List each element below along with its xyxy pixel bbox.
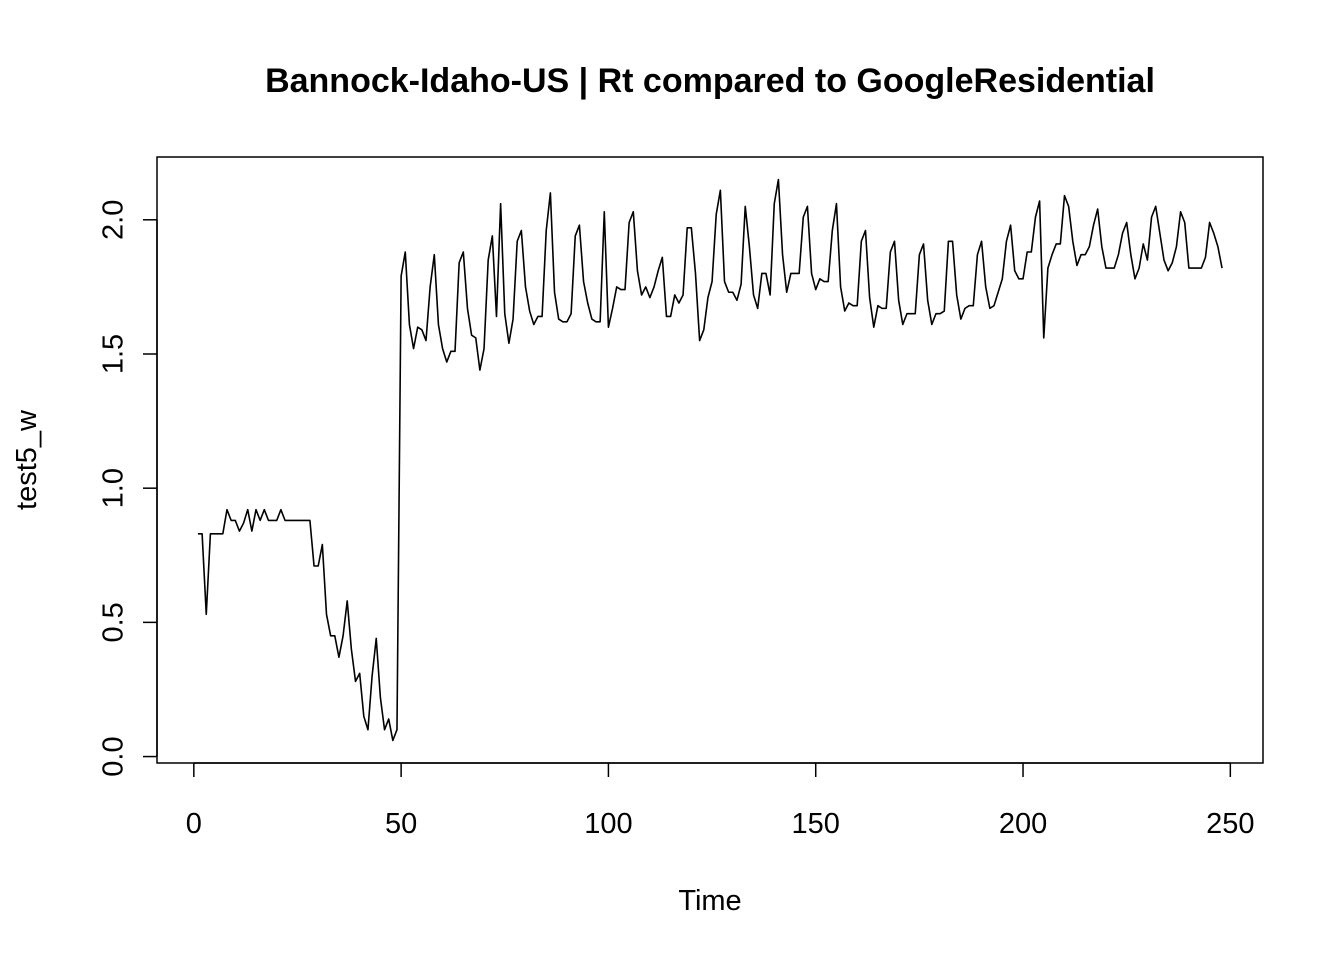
x-tick-label: 200 [999,808,1047,840]
x-tick-label: 100 [584,808,632,840]
y-tick-label: 1.5 [98,334,130,374]
y-tick-label: 0.5 [98,602,130,642]
y-tick-label: 0.0 [98,736,130,776]
data-line [197,178,1223,742]
x-tick-label: 50 [385,808,417,840]
y-axis-label: test5_w [11,409,43,510]
x-tick-label: 250 [1206,808,1254,840]
plot-box [156,156,1264,764]
x-tick-label: 0 [186,808,202,840]
y-tick-label: 2.0 [98,200,130,240]
chart-title: Bannock-Idaho-US | Rt compared to Google… [265,62,1155,100]
x-axis-label: Time [678,885,741,917]
x-tick-label: 150 [792,808,840,840]
y-tick-label: 1.0 [98,468,130,508]
